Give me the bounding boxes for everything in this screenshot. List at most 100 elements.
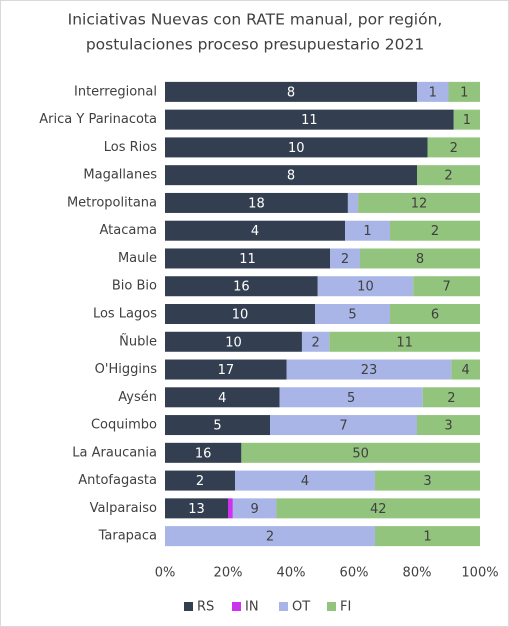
bar-segment (165, 81, 417, 102)
y-tick-label: Los Lagos (93, 307, 157, 322)
bar-segment (417, 415, 480, 436)
bar-segment (451, 359, 480, 380)
data-label: 13 (188, 502, 205, 517)
bar-segment (232, 498, 277, 519)
bar-segment (165, 415, 270, 436)
bar-segment (165, 387, 280, 408)
bar-segment (279, 387, 423, 408)
data-label: 3 (423, 474, 431, 489)
data-label: 11 (301, 113, 318, 128)
data-label: 11 (239, 252, 256, 267)
bar-segment (390, 304, 480, 324)
data-label: 2 (450, 141, 458, 156)
y-tick-label: Tarapaca (98, 529, 157, 544)
bar-segment (417, 81, 449, 102)
x-tick-label: 20% (214, 566, 243, 581)
y-tick-label: Aysén (118, 390, 157, 405)
data-label: 8 (287, 169, 295, 184)
bar-segment (417, 165, 480, 186)
data-label: 10 (288, 141, 305, 156)
bar-segment (165, 165, 417, 186)
data-label: 16 (233, 280, 250, 295)
legend-label: OT (292, 600, 310, 615)
bar-segment (241, 442, 480, 463)
legend-label: FI (340, 600, 351, 615)
bar-segment (330, 248, 360, 269)
data-label: 2 (196, 474, 204, 489)
data-label: 11 (396, 335, 413, 350)
data-label: 1 (463, 113, 471, 128)
data-label: 10 (225, 335, 242, 350)
data-label: 7 (339, 419, 347, 434)
y-tick-label: Ñuble (119, 333, 157, 349)
bar-segment (165, 359, 287, 380)
data-label: 10 (357, 280, 374, 295)
bar-segment (165, 248, 330, 269)
bar-segment (270, 415, 417, 436)
x-tick-label: 40% (277, 566, 306, 581)
data-label: 1 (423, 530, 431, 545)
data-label: 5 (348, 308, 356, 323)
legend-swatch (232, 602, 241, 611)
bar-segment (235, 470, 375, 491)
x-tick-label: 100% (461, 566, 498, 581)
bar-segment (165, 470, 235, 491)
y-tick-label: Maule (118, 251, 157, 266)
bar-segment (165, 192, 348, 213)
bar-segment (358, 192, 480, 213)
data-label: 10 (232, 308, 249, 323)
bar-segment (301, 331, 330, 352)
bar-segment (315, 304, 390, 324)
y-tick-label: Atacama (100, 223, 157, 238)
chart-title: postulaciones proceso presupuestario 202… (86, 36, 424, 54)
data-label: 23 (361, 363, 378, 378)
y-tick-label: Valparaiso (90, 501, 157, 516)
y-tick-label: La Araucania (72, 445, 157, 460)
chart-title: Iniciativas Nuevas con RATE manual, por … (68, 11, 443, 29)
data-label: 12 (411, 196, 428, 211)
bar-segment (165, 442, 242, 463)
bar-segment (390, 220, 480, 241)
bar-segment (422, 387, 480, 408)
x-tick-label: 0% (155, 566, 176, 581)
bar-segment (165, 526, 375, 547)
data-label: 16 (195, 446, 212, 461)
y-tick-label: O'Higgins (95, 362, 158, 377)
bar-segment (413, 276, 480, 297)
y-tick-label: Los Rios (104, 140, 157, 155)
legend-swatch (279, 602, 288, 611)
data-label: 4 (462, 363, 470, 378)
data-label: 4 (218, 391, 226, 406)
data-label: 17 (218, 363, 235, 378)
bar-segment (375, 526, 480, 547)
data-label: 2 (444, 169, 452, 184)
legend-label: RS (197, 600, 214, 615)
data-label: 9 (251, 502, 259, 517)
bar-segment (228, 498, 233, 519)
data-label: 8 (287, 85, 295, 100)
bar-segment (448, 81, 480, 102)
data-label: 2 (266, 530, 274, 545)
bar-segment (317, 276, 414, 297)
data-label: 4 (251, 224, 259, 239)
bar-segment (453, 109, 480, 130)
bar-segment (375, 470, 480, 491)
y-tick-label: Arica Y Parinacota (39, 112, 157, 127)
data-label: 2 (341, 252, 349, 267)
bar-segment (286, 359, 452, 380)
data-label: 50 (352, 446, 369, 461)
bar-segment (427, 137, 480, 158)
data-label: 1 (460, 85, 468, 100)
data-label: 6 (431, 308, 439, 323)
y-tick-label: Interregional (74, 84, 157, 99)
data-label: 5 (213, 419, 221, 434)
bar-segment (345, 220, 390, 241)
data-label: 3 (444, 419, 452, 434)
data-label: 42 (370, 502, 387, 517)
bar-segment (165, 220, 345, 241)
x-tick-label: 60% (340, 566, 369, 581)
data-label: 8 (416, 252, 424, 267)
legend-label: IN (245, 600, 259, 615)
y-tick-label: Bio Bio (112, 279, 157, 294)
